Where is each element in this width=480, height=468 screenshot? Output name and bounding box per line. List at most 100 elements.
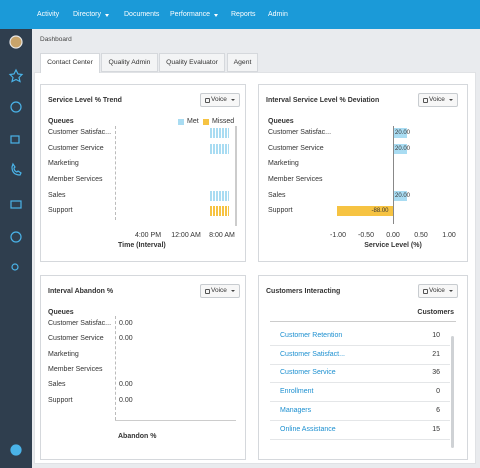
tab-label[interactable]: Quality Evaluator: [166, 59, 218, 66]
queue-link[interactable]: Customer Satisfact...: [280, 351, 345, 358]
x-tick-label: 4:00 PM: [134, 232, 162, 239]
queue-name: Sales: [48, 381, 66, 388]
queue-link[interactable]: Customer Service: [280, 369, 336, 376]
queues-header: Queues: [48, 309, 74, 316]
queue-name: Sales: [48, 192, 66, 199]
queues-header: Queues: [268, 118, 294, 125]
axis-line: [115, 126, 116, 220]
trend-bar: [210, 191, 229, 201]
tab-label[interactable]: Agent: [233, 59, 252, 66]
deviation-bar: [337, 206, 393, 216]
queue-name: Support: [48, 207, 73, 214]
tab[interactable]: [101, 53, 158, 72]
voice-button[interactable]: Voice: [200, 284, 240, 298]
support-icon[interactable]: [10, 231, 22, 243]
queue-link[interactable]: Managers: [280, 407, 312, 414]
axis-title: Service Level (%): [364, 242, 422, 249]
row-divider: [270, 345, 450, 346]
tab[interactable]: [227, 53, 258, 72]
nav-item[interactable]: Reports: [231, 11, 256, 18]
deviation-bar: [393, 144, 407, 154]
panel: [40, 84, 246, 262]
voice-button[interactable]: Voice: [418, 284, 458, 298]
panel-title: Service Level % Trend: [48, 97, 122, 104]
row-divider: [270, 401, 450, 402]
queue-name: Member Services: [48, 176, 103, 183]
x-tick-label: -0.50: [358, 232, 374, 239]
voice-button[interactable]: Voice: [418, 93, 458, 107]
tab[interactable]: [40, 53, 100, 73]
queue-link[interactable]: Customer Retention: [280, 332, 343, 339]
value-label: 20.00: [395, 193, 411, 199]
axis-title: Abandon %: [118, 433, 157, 440]
row-divider: [270, 364, 450, 365]
panel: [258, 275, 468, 460]
value-label: 0.00: [119, 381, 133, 388]
axis-line: [115, 316, 116, 420]
x-tick-label: 1.00: [442, 232, 456, 239]
video-icon[interactable]: [10, 135, 20, 144]
sidebar-icons: [8, 35, 24, 456]
value-label: 0.00: [119, 397, 133, 404]
queue-name: Marketing: [268, 160, 299, 167]
queue-name: Customer Satisfac...: [268, 129, 332, 136]
value-label: 0.00: [119, 335, 133, 342]
axis-title: Time (Interval): [118, 242, 166, 249]
queue-link[interactable]: Enrollment: [280, 388, 314, 395]
legend-swatch: [203, 119, 209, 125]
nav-item[interactable]: Directory: [73, 11, 110, 18]
sidebar: [0, 29, 32, 468]
phone-icon[interactable]: [11, 162, 22, 176]
voice-button[interactable]: Voice: [200, 93, 240, 107]
queue-name: Support: [48, 397, 73, 404]
queue-name: Customer Service: [268, 145, 324, 152]
queue-name: Customer Service: [48, 145, 104, 152]
queue-name: Marketing: [48, 351, 79, 358]
x-tick-label: 8:00 AM: [209, 232, 235, 239]
tab-label[interactable]: Quality Admin: [108, 59, 151, 66]
panel-title: Interval Service Level % Deviation: [266, 97, 380, 104]
scrollbar: [451, 336, 454, 448]
trend-bar: [210, 144, 229, 154]
x-tick-label: 0.50: [414, 232, 428, 239]
queue-link[interactable]: Online Assistance: [280, 426, 336, 433]
queue-name: Sales: [268, 192, 286, 199]
customer-count: 21: [432, 351, 440, 358]
customer-count: 15: [432, 426, 440, 433]
nav-item[interactable]: Activity: [37, 11, 60, 18]
inbox-icon[interactable]: [10, 200, 22, 209]
queue-name: Customer Service: [48, 335, 104, 342]
avatar[interactable]: [9, 35, 23, 49]
favorites-icon[interactable]: [8, 68, 24, 83]
help-icon[interactable]: [10, 444, 22, 456]
chat-icon[interactable]: [10, 101, 22, 113]
x-tick-label: 0.00: [386, 232, 400, 239]
queue-name: Customer Satisfac...: [48, 320, 112, 327]
x-tick-label: -1.00: [330, 232, 346, 239]
deviation-bar: [393, 191, 407, 201]
nav-item[interactable]: Admin: [268, 11, 288, 18]
customer-count: 10: [432, 332, 440, 339]
deviation-bar: [393, 128, 407, 138]
tab[interactable]: [159, 53, 225, 72]
axis-line: [115, 420, 236, 421]
queue-name: Support: [268, 207, 293, 214]
scroll-line: [235, 126, 237, 226]
row-divider: [270, 382, 450, 383]
trend-bar: [210, 206, 229, 216]
nav-item[interactable]: Performance: [170, 11, 219, 18]
panel: [258, 84, 468, 262]
row-divider: [270, 420, 450, 421]
tab-label[interactable]: Contact Center: [47, 59, 93, 66]
breadcrumb: Dashboard: [40, 36, 72, 43]
nav-item[interactable]: Documents: [124, 11, 160, 18]
add-user-icon[interactable]: [11, 263, 19, 271]
queue-name: Marketing: [48, 160, 79, 167]
value-label: 20.00: [395, 130, 411, 136]
panel-title: Customers Interacting: [266, 288, 341, 295]
queues-header: Queues: [48, 118, 74, 125]
legend-label: Missed: [212, 118, 235, 125]
value-label: 20.00: [395, 146, 411, 152]
legend-label: Met: [187, 118, 199, 125]
